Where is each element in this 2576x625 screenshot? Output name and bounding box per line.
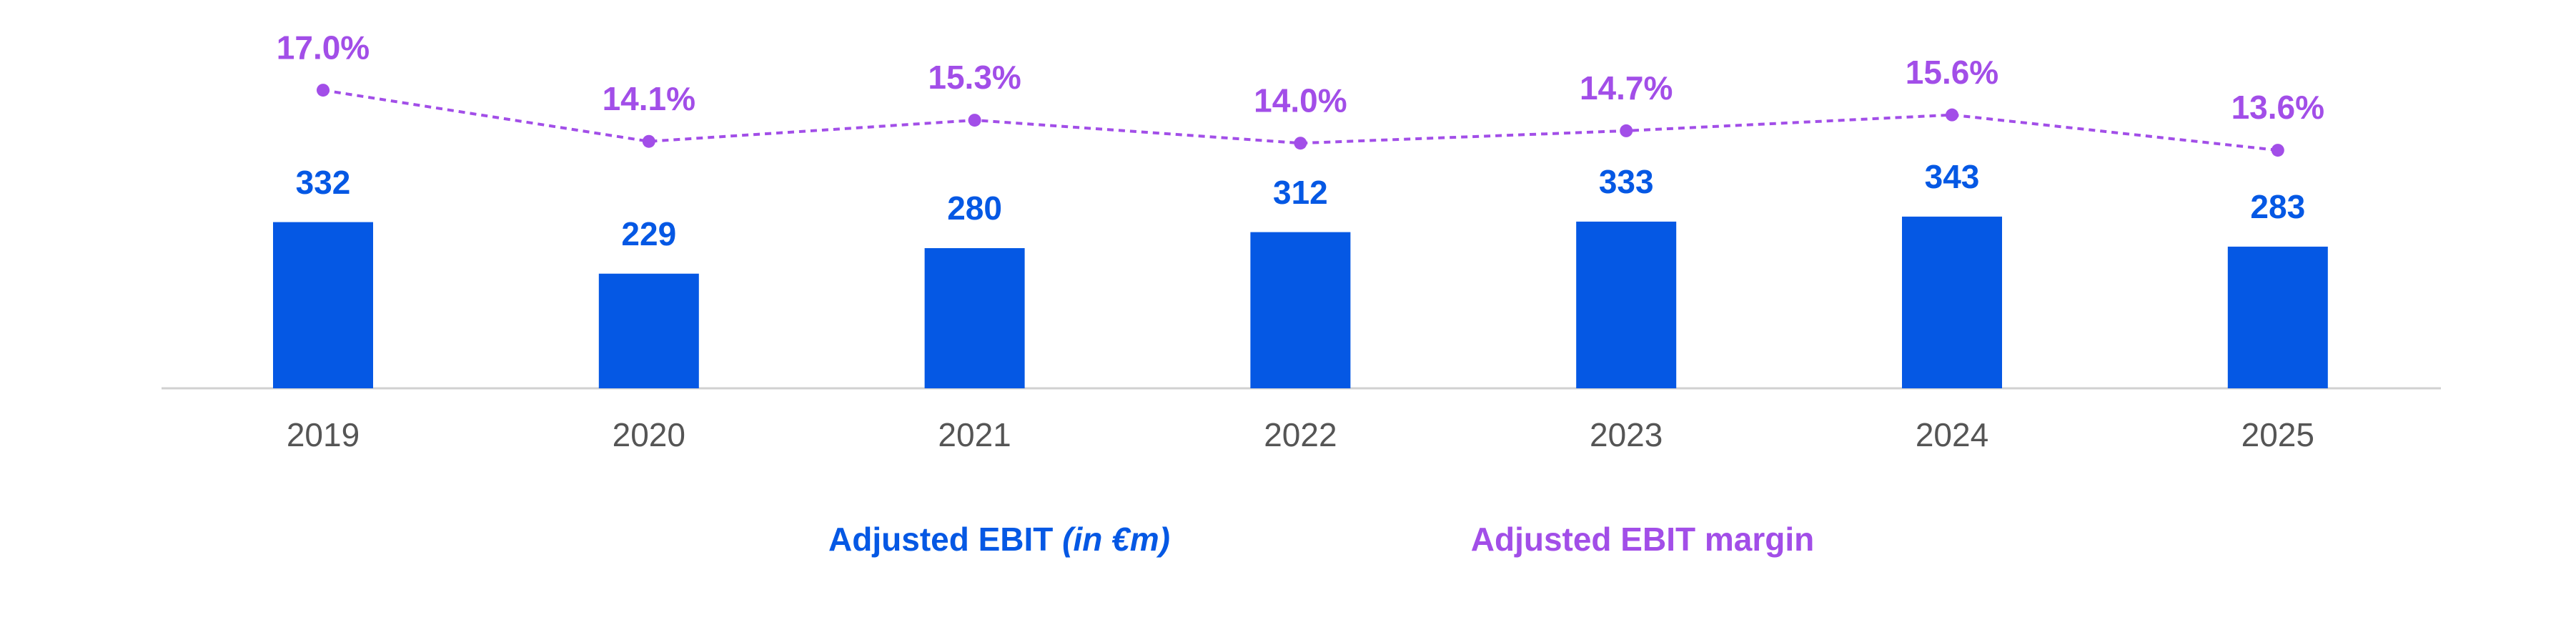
- line-point: [2271, 144, 2284, 157]
- line-value-label: 15.6%: [1906, 54, 1998, 91]
- bar: [598, 273, 699, 388]
- x-tick-label: 2019: [287, 416, 360, 453]
- line-point: [317, 84, 330, 97]
- bar-value-label: 333: [1599, 163, 1654, 200]
- line-point: [1294, 137, 1307, 150]
- line-point: [1620, 124, 1633, 137]
- legend-label: Adjusted EBIT margin: [1471, 521, 1814, 558]
- bar: [924, 248, 1025, 388]
- line-value-label: 14.7%: [1580, 69, 1673, 107]
- bar: [273, 222, 373, 388]
- line-value-label: 14.0%: [1254, 82, 1347, 119]
- line-value-label: 13.6%: [2231, 89, 2324, 126]
- bar-value-label: 283: [2250, 188, 2305, 225]
- bar-value-label: 332: [296, 164, 351, 201]
- x-tick-label: 2024: [1916, 416, 1988, 453]
- x-tick-label: 2020: [613, 416, 685, 453]
- legend-entry: Adjusted EBIT (in €m): [828, 521, 1170, 558]
- x-tick-label: 2025: [2241, 416, 2314, 453]
- bar-value-label: 229: [621, 215, 676, 252]
- bar: [1576, 221, 1677, 388]
- line-point: [1946, 108, 1958, 122]
- bar: [2227, 246, 2328, 388]
- bar: [1902, 216, 2002, 388]
- legend-label: Adjusted EBIT: [828, 521, 1053, 558]
- bar: [1250, 232, 1351, 388]
- legend-entry: Adjusted EBIT margin: [1471, 521, 1814, 558]
- line-value-label: 15.3%: [928, 59, 1021, 96]
- x-tick-label: 2022: [1264, 416, 1337, 453]
- line-value-label: 14.1%: [603, 80, 695, 117]
- line-point: [968, 114, 981, 127]
- x-tick-label: 2021: [938, 416, 1011, 453]
- legend-unit: (in €m): [1062, 521, 1170, 558]
- line-point: [642, 134, 655, 148]
- bar-value-label: 312: [1273, 174, 1328, 211]
- line-value-label: 17.0%: [277, 29, 370, 66]
- x-tick-label: 2023: [1590, 416, 1663, 453]
- bar-value-label: 343: [1925, 158, 1980, 195]
- bar-value-label: 280: [947, 190, 1002, 227]
